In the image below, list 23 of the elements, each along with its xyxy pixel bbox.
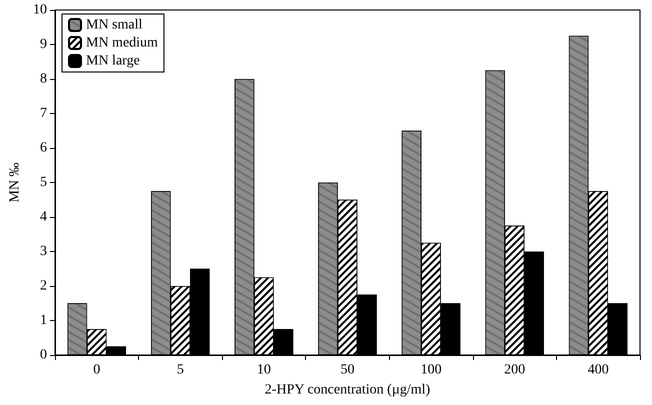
legend-label: MN medium	[86, 36, 158, 50]
legend-label: MN small	[86, 18, 142, 32]
x-axis-title: 2-HPY concentration (µg/ml)	[264, 382, 431, 398]
y-axis-title: MN ‰	[8, 162, 23, 203]
x-tick-label: 200	[504, 362, 526, 378]
y-tick-label: 1	[40, 313, 47, 328]
x-tick-label: 10	[256, 362, 271, 378]
x-tick-label: 400	[588, 362, 609, 378]
y-tick-label: 2	[40, 278, 47, 294]
x-tick-label: 5	[176, 362, 184, 378]
y-tick-label: 9	[40, 37, 47, 52]
x-tick-label: 100	[420, 362, 442, 378]
y-tick-label: 3	[40, 244, 47, 259]
y-tick-label: 8	[40, 72, 47, 86]
y-tick-label: 10	[33, 2, 47, 18]
legend-label: MN large	[86, 54, 140, 68]
y-tick-label: 0	[40, 348, 47, 362]
y-tick-label: 5	[40, 175, 47, 190]
x-tick-label: 50	[340, 362, 354, 378]
y-tick-label: 7	[40, 106, 47, 121]
y-tick-label: 4	[40, 210, 47, 224]
y-tick-label: 6	[40, 140, 47, 156]
x-tick-label: 0	[93, 362, 100, 378]
